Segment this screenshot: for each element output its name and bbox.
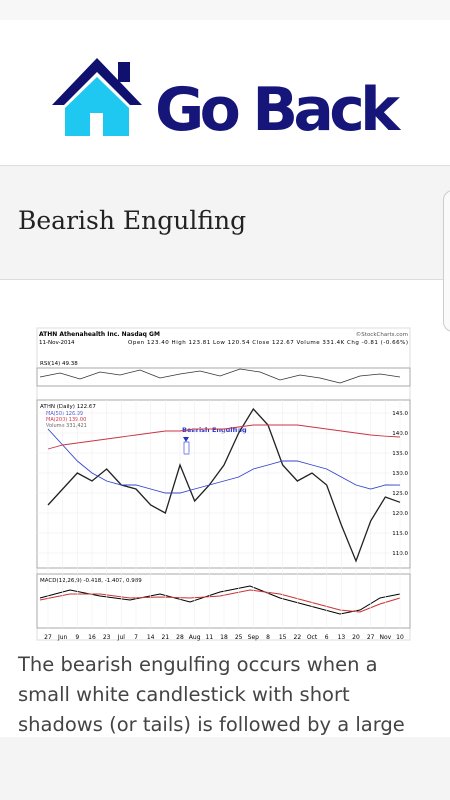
y-tick-label: 145.0 bbox=[392, 411, 408, 417]
status-bar bbox=[0, 0, 450, 20]
logo-text: Go Back bbox=[155, 75, 402, 145]
x-tick-label: 6 bbox=[325, 634, 329, 641]
annotation: Bearish Engulfing bbox=[182, 426, 247, 434]
annotation-box bbox=[183, 441, 190, 455]
scroll-handle[interactable] bbox=[443, 190, 450, 332]
x-tick-label: 18 bbox=[220, 634, 228, 641]
x-tick-label: 9 bbox=[75, 634, 79, 641]
house bbox=[65, 77, 129, 136]
x-tick-label: 14 bbox=[147, 634, 155, 641]
rsi-line bbox=[39, 368, 401, 384]
x-tick-label: 15 bbox=[279, 634, 287, 641]
ma-label: MA(50) 126.99 bbox=[46, 411, 83, 417]
series-line bbox=[47, 428, 401, 494]
y-tick-label: 140.0 bbox=[392, 431, 408, 437]
x-tick-label: Jul bbox=[117, 634, 126, 641]
paragraph-line: small white candlestick with short bbox=[18, 683, 350, 706]
rsi-panel bbox=[36, 367, 411, 387]
logo[interactable]: Go Back bbox=[0, 20, 450, 165]
volume-label: Volume 331,421 bbox=[46, 423, 87, 429]
x-tick-label: 7 bbox=[134, 634, 138, 641]
y-tick-label: 115.0 bbox=[392, 531, 408, 537]
source: ©StockCharts.com bbox=[356, 331, 408, 338]
x-tick-label: 22 bbox=[294, 634, 302, 641]
macd-panel bbox=[36, 573, 411, 629]
annotation-arrow bbox=[183, 437, 189, 442]
x-tick-label: 23 bbox=[103, 634, 111, 641]
x-tick-label: Jun bbox=[57, 634, 68, 641]
x-tick-label: 27 bbox=[44, 634, 52, 641]
date: 11-Nov-2014 bbox=[39, 340, 75, 346]
x-tick-label: 20 bbox=[352, 634, 360, 641]
door bbox=[90, 113, 103, 136]
title-band: Bearish Engulfing bbox=[0, 166, 450, 280]
x-tick-label: 25 bbox=[235, 634, 243, 641]
macd-line bbox=[39, 585, 401, 615]
y-tick-label: 130.0 bbox=[392, 471, 408, 477]
chimney bbox=[118, 62, 130, 82]
macd-signal bbox=[39, 589, 401, 613]
y-tick-label: 135.0 bbox=[392, 451, 408, 457]
x-tick-label: 10 bbox=[396, 634, 404, 641]
x-tick-label: Oct bbox=[307, 634, 318, 641]
quote: Open 123.40 High 123.81 Low 120.54 Close… bbox=[128, 340, 408, 346]
series-line bbox=[47, 407, 401, 563]
price-label: ATHN (Daily) 122.67 bbox=[40, 404, 96, 410]
y-tick-label: 110.0 bbox=[392, 551, 408, 557]
x-tick-label: 27 bbox=[367, 634, 375, 641]
x-tick-label: 28 bbox=[176, 634, 184, 641]
rsi-label: RSI(14) 49.38 bbox=[40, 361, 78, 367]
x-tick-label: Aug bbox=[189, 634, 201, 641]
x-tick-label: 13 bbox=[338, 634, 346, 641]
x-tick-label: 11 bbox=[206, 634, 214, 641]
y-tick-label: 120.0 bbox=[392, 511, 408, 517]
x-tick-label: Sep bbox=[248, 634, 260, 641]
series-line bbox=[47, 424, 401, 450]
x-tick-label: Nov bbox=[379, 634, 391, 641]
paragraph-line: shadows (or tails) is followed by a larg… bbox=[18, 713, 405, 736]
x-tick-label: 8 bbox=[266, 634, 270, 641]
x-tick-label: 21 bbox=[162, 634, 170, 641]
page-title: Bearish Engulfing bbox=[18, 206, 247, 235]
ma-label: MA(200) 139.00 bbox=[46, 417, 86, 423]
roof bbox=[52, 58, 142, 105]
content: Bearish Engulfing ATHN Athenahealth Inc.… bbox=[0, 280, 450, 737]
header: Go Back bbox=[0, 20, 450, 166]
macd-label: MACD(12,26,9) -0.418, -1.407, 0.989 bbox=[40, 578, 142, 584]
paragraph-line: The bearish engulfing occurs when a bbox=[18, 653, 378, 676]
x-tick-label: 16 bbox=[88, 634, 96, 641]
y-tick-label: 125.0 bbox=[392, 491, 408, 497]
chart: Bearish Engulfing ATHN Athenahealth Inc.… bbox=[36, 327, 411, 641]
paragraph: The bearish engulfing occurs when a smal… bbox=[18, 650, 405, 737]
symbol: ATHN Athenahealth Inc. Nasdaq GM bbox=[39, 331, 160, 338]
